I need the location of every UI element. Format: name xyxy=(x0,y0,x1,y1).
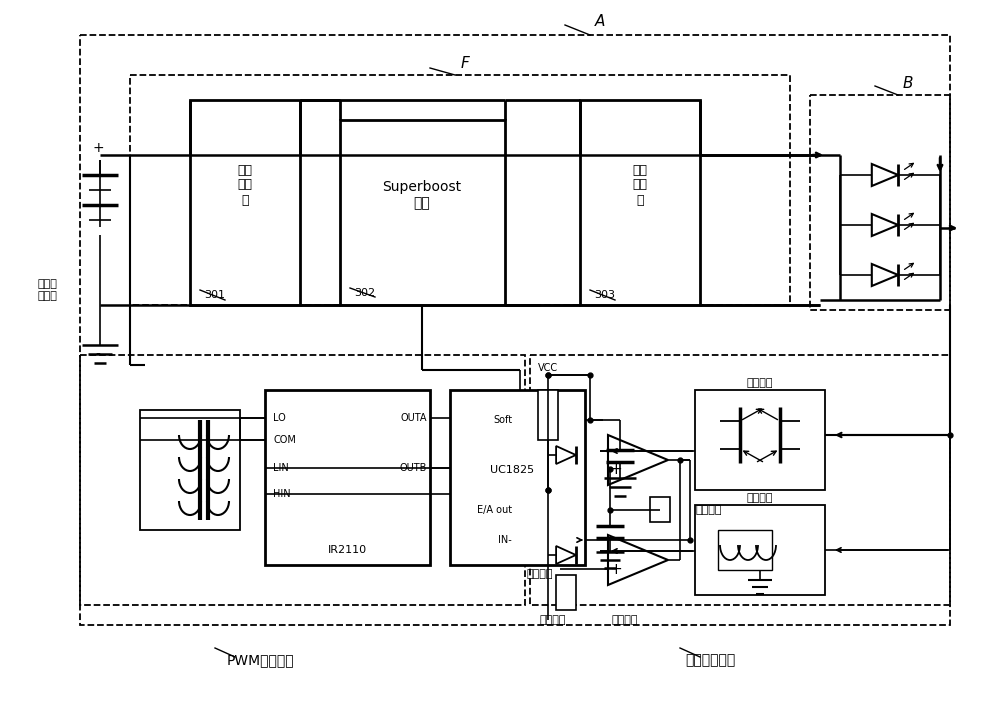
Text: 高压蓄
电池组: 高压蓄 电池组 xyxy=(37,279,57,301)
Text: VCC: VCC xyxy=(538,363,558,373)
Bar xyxy=(130,75,790,305)
Text: OUTA: OUTA xyxy=(400,413,427,423)
Bar xyxy=(80,355,525,605)
Text: IR2110: IR2110 xyxy=(327,545,367,555)
Text: -: - xyxy=(96,348,100,362)
Text: 输出
滤波
器: 输出 滤波 器 xyxy=(633,163,648,206)
Text: HIN: HIN xyxy=(273,489,291,499)
Text: 电压基准: 电压基准 xyxy=(527,569,553,579)
Bar xyxy=(340,120,505,305)
Text: COM: COM xyxy=(273,435,296,445)
Bar xyxy=(450,390,585,565)
Text: UC1825: UC1825 xyxy=(490,465,534,475)
Bar xyxy=(695,390,825,490)
Text: Superboost
电路: Superboost 电路 xyxy=(382,180,462,210)
Text: B: B xyxy=(903,75,913,91)
Bar xyxy=(265,390,430,565)
Bar xyxy=(580,100,700,305)
Text: LIN: LIN xyxy=(273,463,289,473)
Text: -: - xyxy=(613,444,618,458)
Text: PWM驱动电路: PWM驱动电路 xyxy=(226,653,294,667)
Text: A: A xyxy=(595,15,605,30)
Text: OUTB: OUTB xyxy=(400,463,427,473)
Text: 302: 302 xyxy=(354,288,376,298)
Text: 301: 301 xyxy=(205,290,226,300)
Text: 电压基准: 电压基准 xyxy=(540,615,566,625)
Text: E/A out: E/A out xyxy=(477,505,512,515)
Bar xyxy=(718,530,772,570)
Bar xyxy=(695,505,825,595)
Text: 电流基准: 电流基准 xyxy=(695,505,722,515)
Bar xyxy=(140,410,240,530)
Text: +: + xyxy=(609,462,622,477)
Text: -: - xyxy=(613,543,618,558)
Bar xyxy=(650,497,670,522)
Text: 输入
滤波
器: 输入 滤波 器 xyxy=(238,163,252,206)
Text: LO: LO xyxy=(273,413,286,423)
Bar xyxy=(556,575,576,610)
Text: 反馈控制电路: 反馈控制电路 xyxy=(685,653,735,667)
Text: +: + xyxy=(92,141,104,155)
Text: Soft: Soft xyxy=(493,415,512,425)
Text: F: F xyxy=(461,56,469,70)
Text: 303: 303 xyxy=(594,290,616,300)
Bar xyxy=(538,390,558,440)
Text: +: + xyxy=(609,562,622,577)
Text: 电压采样: 电压采样 xyxy=(612,615,639,625)
Bar xyxy=(810,95,950,310)
Text: 电压采样: 电压采样 xyxy=(747,493,773,503)
Bar xyxy=(80,35,950,625)
Text: 电流采样: 电流采样 xyxy=(747,378,773,388)
Text: IN-: IN- xyxy=(498,535,512,545)
Bar xyxy=(190,100,300,305)
Bar xyxy=(530,355,950,605)
